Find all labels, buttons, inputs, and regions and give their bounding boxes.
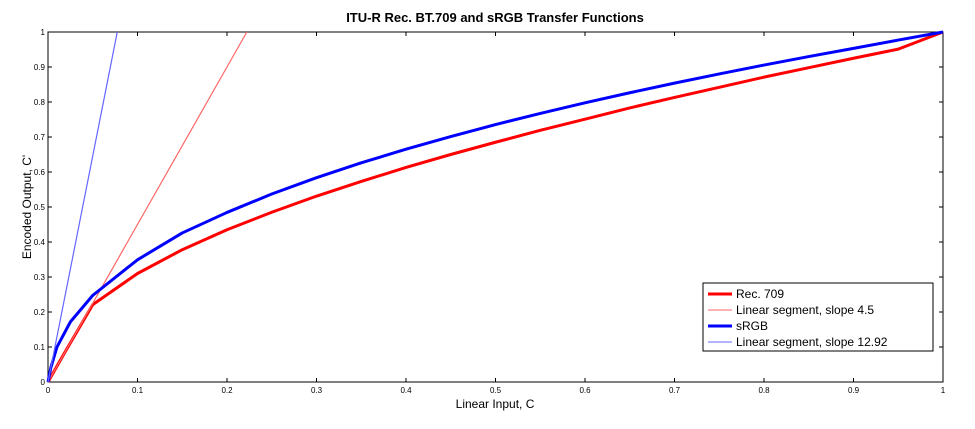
x-axis-label: Linear Input, C [456,397,535,411]
legend-entry-linear-12-92: Linear segment, slope 12.92 [736,335,888,349]
y-tick-label: 0.4 [34,238,46,247]
x-tick-label: 0.6 [579,386,591,395]
x-tick-label: 0.9 [848,386,860,395]
y-axis-label: Encoded Output, C' [20,155,34,259]
x-tick-label: 0.1 [132,386,144,395]
y-tick-label: 0 [41,378,46,387]
y-tick-label: 0.9 [34,63,46,72]
legend: Rec. 709 Linear segment, slope 4.5 sRGB … [702,282,934,352]
legend-entry-rec709: Rec. 709 [736,287,784,301]
series-line-linear-4-5 [47,31,248,383]
y-tick-label: 0.6 [34,168,46,177]
x-tick-label: 0.3 [311,386,323,395]
series-line-srgb [46,30,944,383]
x-tick-label: 0 [46,386,51,395]
y-tick-label: 1 [41,28,46,37]
axis-ticks: 0 0.1 0.2 0.3 0.4 0.5 0.6 0.7 0.8 0.9 1 0 0.1 0.2 0.3 0… [34,28,946,395]
chart-title: ITU-R Rec. BT.709 and sRGB Transfer Func… [346,10,644,25]
x-tick-label: 0.7 [669,386,681,395]
y-tick-label: 0.3 [34,273,46,282]
y-tick-label: 0.7 [34,133,46,142]
series-line-rec709 [46,30,944,383]
y-tick-label: 0.5 [34,203,46,212]
y-tick-label: 0.2 [34,308,46,317]
y-tick-label: 0.8 [34,98,46,107]
legend-entry-linear-4-5: Linear segment, slope 4.5 [736,303,874,317]
x-tick-label: 0.5 [490,386,502,395]
x-tick-label: 0.8 [758,386,770,395]
legend-entry-srgb: sRGB [736,319,768,333]
y-tick-label: 0.1 [34,343,46,352]
x-tick-label: 0.4 [400,386,412,395]
series-lines [46,30,944,383]
x-tick-label: 1 [941,386,946,395]
x-tick-label: 0.2 [221,386,233,395]
legend-box [702,282,934,352]
series-line-linear-12-92 [47,31,118,383]
